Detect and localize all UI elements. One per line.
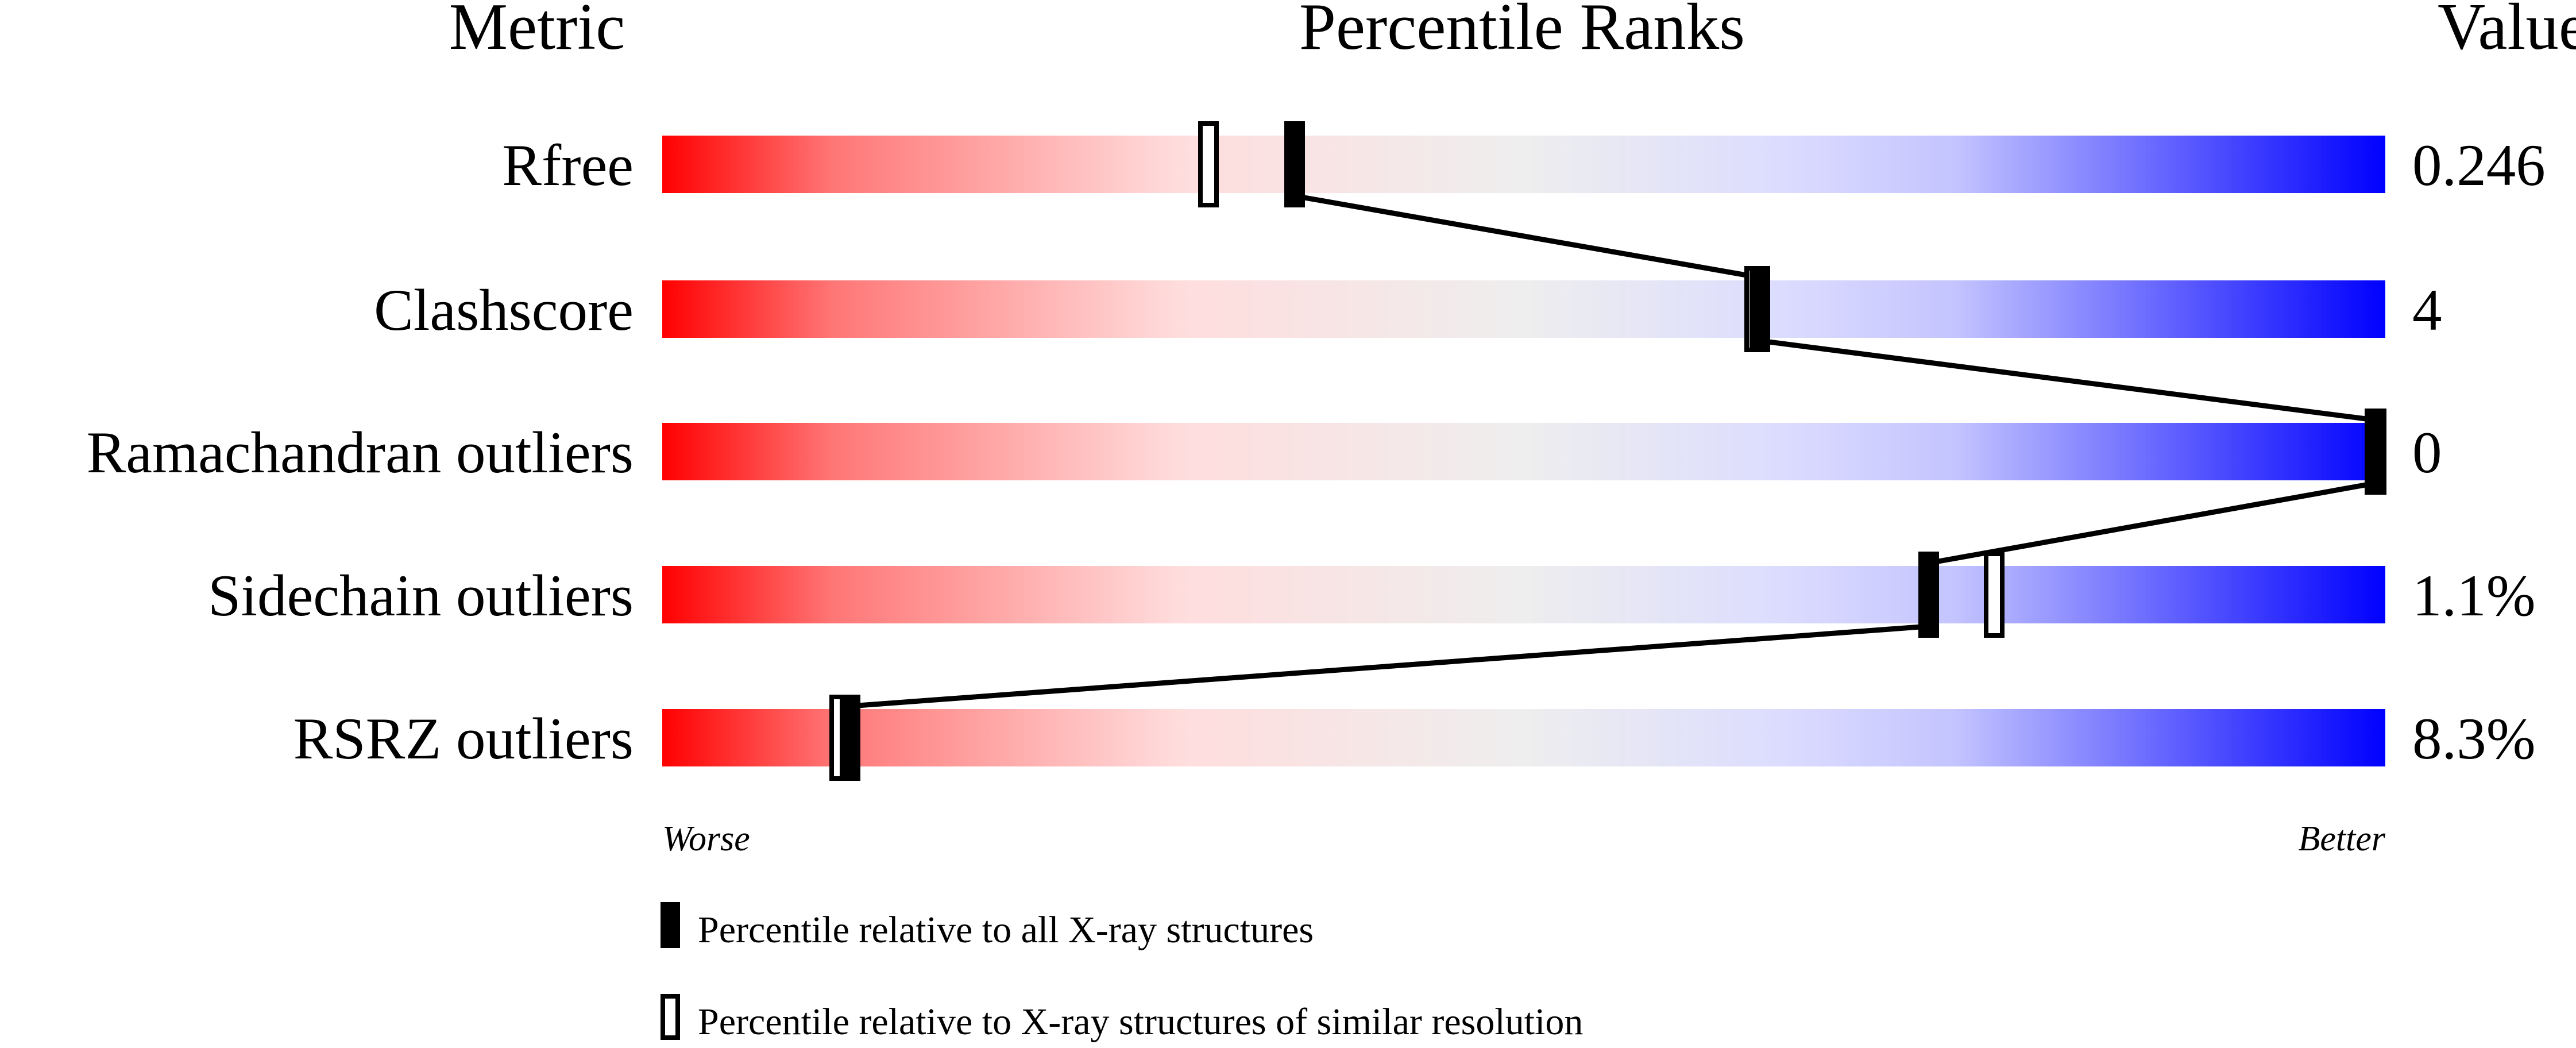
marker-all-structures — [1749, 266, 1770, 352]
metric-value: 8.3% — [2412, 706, 2536, 772]
gradient-bar — [662, 280, 2385, 338]
marker-all-structures — [840, 695, 860, 781]
header-metric: Metric — [449, 0, 625, 63]
header-percentile-ranks: Percentile Ranks — [1299, 0, 1745, 63]
metric-value: 0 — [2412, 420, 2442, 486]
metric-label: Rfree — [502, 133, 634, 198]
legend-marker-filled — [661, 902, 680, 948]
header-value: Value — [2438, 0, 2576, 63]
legend-marker-open — [661, 994, 680, 1040]
marker-similar-resolution — [1984, 552, 2005, 638]
gradient-bar — [662, 566, 2385, 623]
gradient-bar — [662, 136, 2385, 193]
metric-value: 1.1% — [2412, 563, 2536, 629]
marker-similar-resolution — [1198, 121, 1219, 207]
axis-label-worse: Worse — [662, 819, 750, 858]
legend-label: Percentile relative to all X-ray structu… — [698, 909, 1314, 951]
marker-all-structures — [1918, 552, 1939, 638]
connector-line — [1294, 193, 1760, 280]
metric-value: 4 — [2412, 278, 2442, 343]
gradient-bar — [662, 423, 2385, 480]
metric-label: Ramachandran outliers — [87, 420, 634, 486]
gradient-bar — [662, 709, 2385, 766]
metric-label: RSRZ outliers — [293, 706, 634, 772]
metric-value: 0.246 — [2412, 133, 2546, 198]
marker-all-structures — [1284, 121, 1305, 207]
axis-label-better: Better — [2299, 819, 2386, 858]
metric-label: Sidechain outliers — [208, 563, 634, 629]
marker-all-structures — [2365, 409, 2385, 495]
metric-label: Clashscore — [374, 278, 634, 343]
legend-label: Percentile relative to X-ray structures … — [698, 1001, 1583, 1043]
connector-line — [1759, 338, 2376, 423]
connector-line — [849, 623, 1929, 709]
connector-line — [1928, 480, 2376, 566]
